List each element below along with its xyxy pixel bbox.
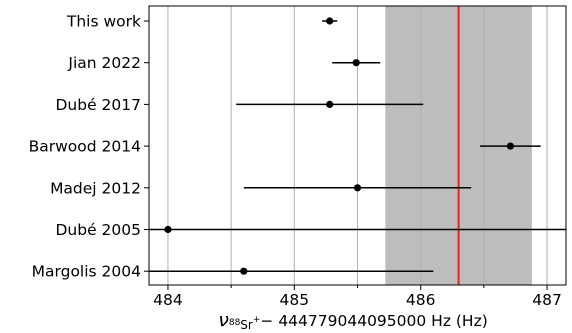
gridlines xyxy=(167,6,548,285)
x-ticks: 484 485 486 487 xyxy=(153,285,562,309)
data-point xyxy=(353,184,362,192)
y-tick-label: Dubé 2005 xyxy=(55,221,141,239)
x-tick-label: 485 xyxy=(280,291,310,309)
x-axis-label-sub-elem: Sr xyxy=(240,318,253,332)
data-point xyxy=(506,142,514,150)
x-axis-label-sub-charge: + xyxy=(253,315,261,325)
data-point xyxy=(240,267,248,275)
y-tick-label: Dubé 2017 xyxy=(55,96,141,114)
x-axis-label-suffix: − 444779044095000 Hz (Hz) xyxy=(260,312,487,330)
points xyxy=(164,17,514,275)
data-point xyxy=(326,17,334,25)
x-axis-label-prefix: ν xyxy=(218,309,229,331)
y-tick-label: Madej 2012 xyxy=(50,179,141,197)
x-tick-label: 486 xyxy=(406,291,436,309)
x-tick-label: 484 xyxy=(153,291,183,309)
y-tick-label: Barwood 2014 xyxy=(29,138,141,156)
y-ticks: This work Jian 2022 Dubé 2017 Barwood 2014 M… xyxy=(29,13,149,281)
y-tick-label: Margolis 2004 xyxy=(32,263,141,281)
y-tick-label: This work xyxy=(66,13,141,31)
x-axis-label: ν88Sr+− 444779044095000 Hz (Hz) xyxy=(218,309,488,332)
y-tick-label: Jian 2022 xyxy=(67,54,141,72)
x-tick-label: 487 xyxy=(532,291,562,309)
x-axis-label-sub-mass: 88 xyxy=(229,318,241,328)
data-point xyxy=(326,100,334,108)
data-point xyxy=(164,225,172,234)
data-point xyxy=(352,59,360,67)
